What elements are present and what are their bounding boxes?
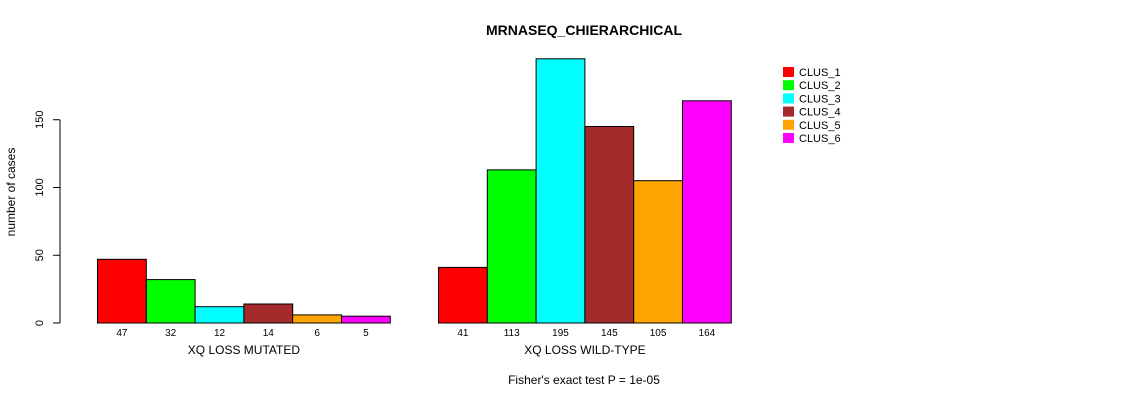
- bar-group-1: 47 32 12 14 6 5 XQ LOSS MUTATED: [97, 258, 391, 357]
- bar-count-label: 6: [314, 328, 320, 339]
- y-axis: 0 50 100 150: [34, 111, 61, 326]
- legend-swatch: [783, 80, 794, 91]
- bar-clus-4-group-2: [584, 126, 635, 324]
- bar-clus-2-group-2: [486, 169, 537, 324]
- fisher-test-note: Fisher's exact test P = 1e-05: [508, 373, 660, 387]
- bar-clus-6-group-1: [341, 315, 391, 324]
- bar-clus-5-group-1: [292, 314, 343, 324]
- group-label-1: XQ LOSS MUTATED: [188, 343, 301, 357]
- bar-count-label: 47: [116, 328, 128, 339]
- bar-count-label: 5: [363, 328, 369, 339]
- bar-count-label: 195: [552, 328, 569, 339]
- bar-clus-3-group-1: [194, 306, 245, 324]
- bar-count-label: 32: [165, 328, 177, 339]
- bar-clus-3-group-2: [535, 58, 586, 324]
- bar-clus-4-group-1: [243, 303, 294, 324]
- legend-swatch: [783, 119, 794, 130]
- legend-item-3: CLUS_3: [783, 93, 841, 105]
- legend-item-6: CLUS_6: [783, 133, 841, 145]
- bar-clus-1-group-2: [438, 266, 488, 324]
- legend-label: CLUS_2: [799, 80, 841, 92]
- legend-item-2: CLUS_2: [783, 80, 841, 92]
- legend-label: CLUS_5: [799, 120, 841, 132]
- legend-swatch: [783, 93, 794, 104]
- legend-label: CLUS_1: [799, 67, 841, 79]
- legend-swatch: [783, 106, 794, 117]
- y-tick-label-50: 50: [34, 249, 46, 261]
- legend-item-4: CLUS_4: [783, 106, 841, 119]
- legend-label: CLUS_3: [799, 93, 841, 105]
- bar-group-2: 41 113 195 145 105 164 XQ LOSS WILD-TYPE: [438, 58, 732, 357]
- bar-count-label: 14: [263, 328, 275, 339]
- bar-clus-5-group-2: [633, 180, 684, 324]
- legend-item-1: CLUS_1: [783, 67, 841, 79]
- legend-item-5: CLUS_5: [783, 119, 841, 132]
- bar-count-label: 145: [601, 328, 618, 339]
- legend-label: CLUS_6: [799, 133, 841, 145]
- chart-title: MRNASEQ_CHIERARCHICAL: [486, 22, 682, 38]
- bar-count-label: 41: [457, 328, 469, 339]
- y-tick-label-100: 100: [34, 178, 46, 196]
- bar-clus-1-group-1: [97, 258, 147, 324]
- bar-count-label: 12: [214, 328, 226, 339]
- group-label-2: XQ LOSS WILD-TYPE: [524, 343, 645, 357]
- bar-groups: 47 32 12 14 6 5 XQ LOSS MUTATED 41 113 195 145 105 1…: [97, 58, 732, 357]
- bar-clus-6-group-2: [682, 100, 732, 324]
- y-axis-label: number of cases: [4, 148, 18, 237]
- bar-count-label: 113: [504, 328, 520, 339]
- bar-clus-2-group-1: [145, 279, 196, 324]
- legend-label: CLUS_4: [799, 107, 841, 119]
- legend-swatch: [783, 67, 794, 77]
- bar-count-label: 105: [650, 328, 667, 339]
- bar-count-label: 164: [699, 328, 716, 339]
- legend-swatch: [783, 133, 794, 143]
- y-tick-label-0: 0: [34, 320, 46, 326]
- y-tick-label-150: 150: [34, 111, 46, 129]
